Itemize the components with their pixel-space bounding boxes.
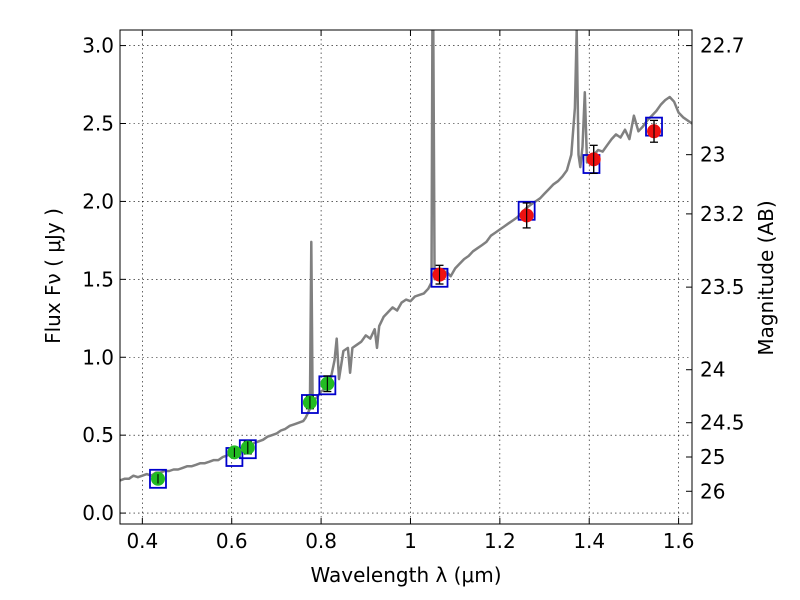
x-tick-label: 1.6 [663,529,695,553]
y-tick-label: 1.5 [82,267,114,291]
y-tick-label: 2.5 [82,112,114,136]
magnitude-tick-label: 23.5 [700,275,745,299]
magnitude-tick-label: 23 [700,143,725,167]
photometry-points-layer [150,119,662,486]
x-tick-label: 1 [404,529,417,553]
magnitude-tick-label: 24.5 [700,411,745,435]
y-tick-label: 0.0 [82,501,114,525]
x-tick-label: 0.6 [216,529,248,553]
y-axis-title-magnitude: Magnitude (AB) [754,200,778,355]
grid [120,30,692,524]
magnitude-tick-labels: 22.7 23 23.2 23.5 24 24.5 25 26 [700,34,745,504]
magnitude-tick-label: 22.7 [700,34,745,58]
y-axis-title-flux: Flux Fν ( μJy ) [41,208,65,344]
x-axis-title: Wavelength λ (μm) [310,563,501,587]
model-spectrum-line [120,30,692,482]
x-tick-label: 1.2 [484,529,516,553]
x-tick-label: 0.4 [126,529,158,553]
plot-frame [119,29,693,525]
x-tick-label: 1.4 [573,529,605,553]
x-tick-labels: 0.4 0.6 0.8 1 1.2 1.4 1.6 [126,529,694,553]
y-tick-label: 0.5 [82,423,114,447]
x-tick-label: 0.8 [305,529,337,553]
axis-ticks [120,30,692,524]
model-spectrum-layer [120,30,692,482]
bandpass-box-layer [149,116,663,489]
bandpass-box [149,468,167,489]
y-tick-label: 2.0 [82,189,114,213]
y-tick-label: 1.0 [82,345,114,369]
bandpass-box [301,394,319,414]
magnitude-tick-label: 26 [700,479,725,503]
magnitude-tick-label: 23.2 [700,202,745,226]
y-tick-label: 3.0 [82,34,114,58]
magnitude-tick-label: 24 [700,358,725,382]
y-tick-labels: 0.0 0.5 1.0 1.5 2.0 2.5 3.0 [82,34,114,526]
magnitude-tick-label: 25 [700,445,725,469]
